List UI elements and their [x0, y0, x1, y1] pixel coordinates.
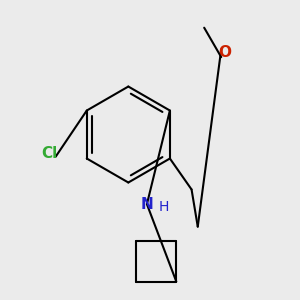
Text: N: N	[140, 197, 153, 212]
Text: H: H	[159, 200, 169, 214]
Text: O: O	[218, 45, 231, 60]
Text: Cl: Cl	[41, 146, 58, 161]
